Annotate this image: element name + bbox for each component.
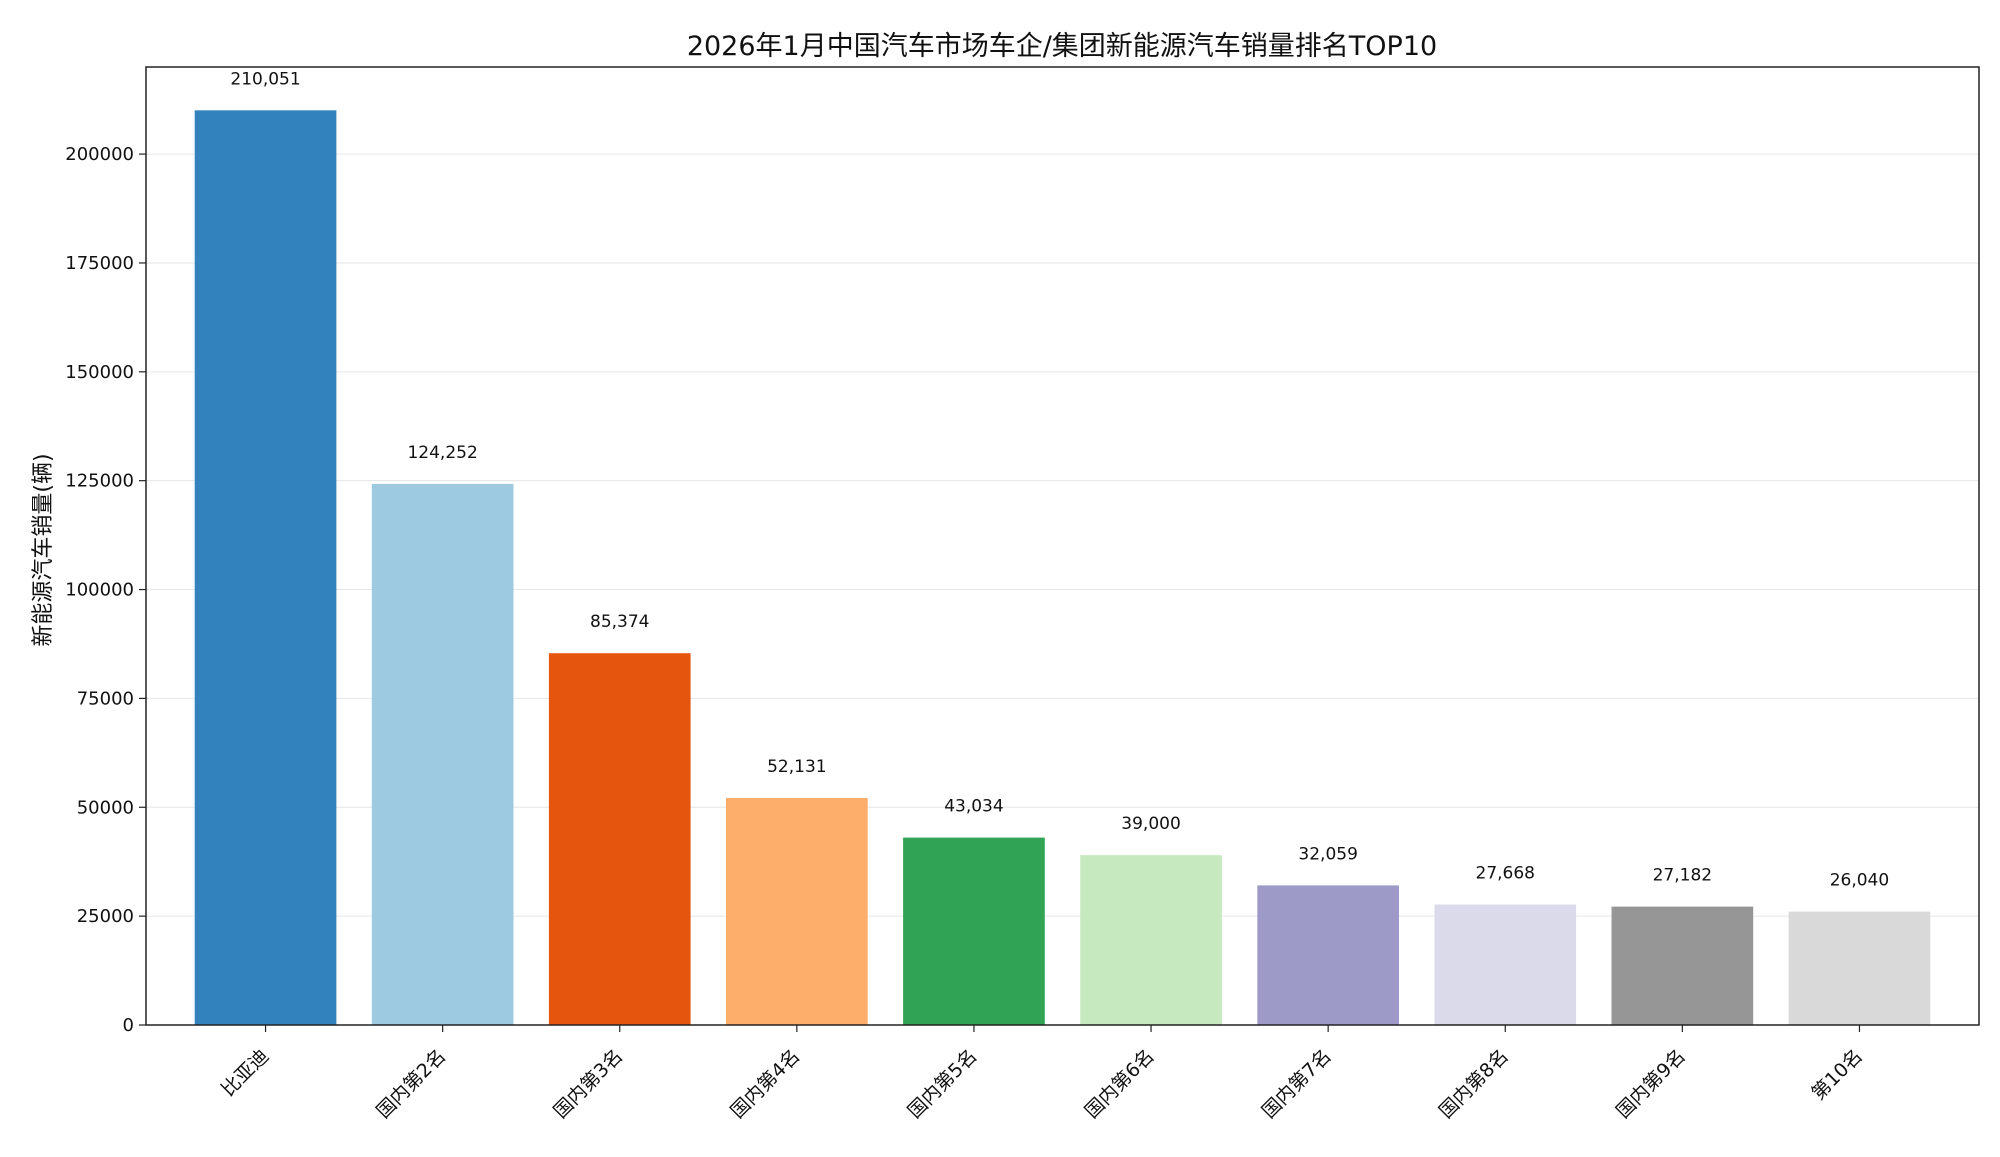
x-tick-label: 第10名 <box>1807 1045 1867 1105</box>
bar <box>548 653 691 1025</box>
chart-title: 2026年1月中国汽车市场车企/集团新能源汽车销量排名TOP10 <box>687 31 1437 62</box>
x-tick-label: 国内第7名 <box>1258 1045 1336 1123</box>
x-tick-label: 国内第4名 <box>727 1045 805 1123</box>
y-tick-label: 150000 <box>65 362 134 383</box>
bar <box>371 483 514 1025</box>
x-tick-label: 国内第8名 <box>1435 1045 1513 1123</box>
bar <box>1788 911 1931 1025</box>
data-label: 210,051 <box>230 69 300 89</box>
data-label: 43,034 <box>944 797 1003 817</box>
x-tick-label: 比亚迪 <box>217 1045 273 1101</box>
bar <box>726 797 868 1025</box>
y-tick-label: 25000 <box>77 906 134 927</box>
data-label: 26,040 <box>1830 871 1889 891</box>
y-tick-label: 100000 <box>65 580 134 601</box>
bar <box>1080 855 1222 1025</box>
bar <box>1257 885 1399 1025</box>
x-axis-ticks: 比亚迪 国内第2名 国内第3名 国内第4名 国内第5名 国内第6名 国内第7名 国内第8名 国内… <box>217 1025 1867 1123</box>
y-axis-label: 新能源汽车销量(辆) <box>31 453 56 646</box>
x-tick-label: 国内第3名 <box>549 1045 627 1123</box>
y-tick-label: 200000 <box>65 144 134 165</box>
x-tick-label: 国内第2名 <box>372 1045 450 1123</box>
y-tick-label: 50000 <box>77 797 134 818</box>
bar <box>1611 906 1754 1025</box>
bars <box>194 110 1931 1026</box>
bar <box>194 110 337 1026</box>
plot-frame <box>145 66 1980 1026</box>
data-label: 85,374 <box>590 612 649 632</box>
y-tick-label: 75000 <box>77 688 134 709</box>
data-labels: 210,051 124,252 85,374 52,131 43,034 39,000 32… <box>230 69 1889 890</box>
bar <box>1434 904 1577 1025</box>
y-tick-label: 0 <box>123 1015 134 1036</box>
bar <box>903 837 1045 1025</box>
x-tick-label: 国内第6名 <box>1081 1045 1159 1123</box>
data-label: 124,252 <box>407 443 477 463</box>
y-tick-label: 175000 <box>65 253 134 274</box>
y-axis-ticks: 0 25000 50000 75000 100000 125000 150000 175000… <box>65 144 146 1036</box>
data-label: 52,131 <box>767 757 826 777</box>
x-tick-label: 国内第5名 <box>904 1045 982 1123</box>
y-tick-label: 125000 <box>65 471 134 492</box>
data-label: 39,000 <box>1121 814 1180 834</box>
data-label: 32,059 <box>1298 844 1357 864</box>
x-tick-label: 国内第9名 <box>1612 1045 1690 1123</box>
data-label: 27,668 <box>1476 864 1535 884</box>
data-label: 27,182 <box>1653 866 1712 886</box>
